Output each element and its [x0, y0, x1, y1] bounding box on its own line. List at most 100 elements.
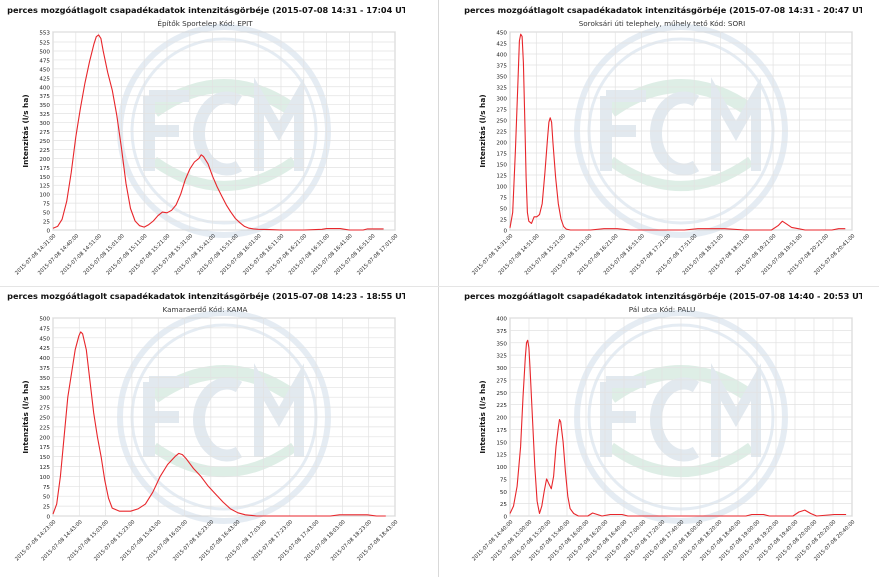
y-axis-label: Intenzitás (l/s ha): [21, 94, 30, 167]
y-axis-label: Intenzitás (l/s ha): [478, 94, 487, 167]
y-tick-label: 225: [39, 148, 50, 154]
x-tick-label: 2015-07-08 16:11:00: [242, 233, 285, 276]
y-tick-label: 375: [39, 366, 50, 372]
y-tick-label: 25: [43, 220, 51, 226]
y-tick-label: 175: [39, 166, 50, 172]
chart-panel-epit: 10 perces mozgóátlagolt csapadékadatok i…: [5, 2, 405, 287]
y-tick-label: 50: [500, 490, 508, 496]
panel-divider-vertical: [438, 0, 439, 577]
y-tick-label: 450: [39, 336, 50, 342]
y-tick-label: 300: [496, 366, 507, 372]
y-tick-label: 50: [43, 495, 51, 501]
chart-panel-kama: 10 perces mozgóátlagolt csapadékadatok i…: [5, 288, 405, 573]
y-tick-label: 125: [39, 465, 50, 471]
y-tick-label: 50: [500, 207, 508, 213]
y-tick-label: 150: [39, 175, 50, 181]
y-tick-label: 200: [39, 157, 50, 163]
y-tick-label: 350: [39, 103, 50, 109]
y-tick-label: 275: [496, 108, 507, 114]
y-tick-label: 50: [43, 211, 51, 217]
y-tick-label: 325: [39, 386, 50, 392]
y-tick-label: 400: [39, 85, 50, 91]
watermark-wave-top: [149, 79, 299, 117]
x-tick-label: 2015-07-08 16:01:00: [219, 233, 262, 276]
y-tick-label: 0: [503, 515, 507, 521]
y-tick-label: 275: [39, 130, 50, 136]
x-tick-label: 2015-07-08 14:31:00: [14, 233, 57, 276]
y-tick-label: 75: [500, 196, 508, 202]
y-tick-label: 275: [496, 378, 507, 384]
watermark-ring-outer: [117, 24, 331, 238]
y-tick-label: 100: [39, 193, 50, 199]
y-tick-label: 250: [39, 416, 50, 422]
y-tick-label: 100: [39, 475, 50, 481]
chart-title: 10 perces mozgóátlagolt csapadékadatok i…: [462, 5, 862, 15]
chart-panel-sori: 10 perces mozgóátlagolt csapadékadatok i…: [462, 2, 862, 287]
chart-svg-kama: 10 perces mozgóátlagolt csapadékadatok i…: [5, 291, 405, 562]
watermark-wave-top: [149, 365, 299, 403]
chart-subtitle: Pál utca Kód: PALU: [629, 305, 695, 314]
x-tick-label: 2015-07-08 15:31:00: [151, 233, 194, 276]
y-tick-label: 175: [496, 152, 507, 158]
x-tick-label: 2015-07-08 15:41:00: [174, 233, 217, 276]
y-tick-label: 150: [496, 440, 507, 446]
y-tick-label: 553: [39, 31, 50, 37]
chart-subtitle: Soroksári úti telephely, műhely tető Kód…: [579, 19, 746, 28]
y-tick-label: 125: [496, 174, 507, 180]
watermark-letter-c: [649, 91, 700, 176]
x-tick-label: 2015-07-08 16:41:00: [311, 233, 354, 276]
y-axis-label: Intenzitás (l/s ha): [478, 380, 487, 453]
y-tick-label: 125: [496, 453, 507, 459]
chart-svg-palu: 10 perces mozgóátlagolt csapadékadatok i…: [462, 291, 862, 562]
y-tick-label: 100: [496, 465, 507, 471]
x-tick-label: 2015-07-08 14:40:00: [37, 233, 80, 276]
chart-title: 10 perces mozgóátlagolt csapadékadatok i…: [5, 291, 405, 301]
chart-subtitle: Építők Sportelep Kód: EPIT: [157, 19, 253, 28]
y-tick-label: 225: [496, 403, 507, 409]
y-tick-label: 150: [39, 455, 50, 461]
x-tick-label: 2015-07-08 14:51:00: [60, 233, 103, 276]
y-tick-label: 450: [39, 67, 50, 73]
y-tick-label: 250: [496, 119, 507, 125]
chart-subtitle: Kamaraerdő Kód: KAMA: [163, 305, 248, 314]
y-tick-label: 350: [39, 376, 50, 382]
y-tick-label: 25: [500, 218, 508, 224]
x-tick-label: 2015-07-08 15:51:00: [197, 233, 240, 276]
y-tick-label: 425: [39, 76, 50, 82]
x-tick-label: 2015-07-08 15:11:00: [105, 233, 148, 276]
y-tick-label: 375: [496, 64, 507, 70]
watermark-letter-c: [192, 91, 243, 176]
series-line-epit: [52, 34, 384, 231]
x-tick-label: 2015-07-08 15:21:00: [128, 233, 171, 276]
y-tick-label: 0: [46, 515, 50, 521]
y-tick-label: 75: [43, 202, 51, 208]
watermark-letter-m: [254, 77, 304, 171]
watermark-letter-c: [649, 377, 700, 462]
y-tick-label: 325: [496, 354, 507, 360]
watermark-letter-c: [192, 377, 243, 462]
y-tick-label: 150: [496, 163, 507, 169]
y-tick-label: 325: [39, 112, 50, 118]
y-tick-label: 375: [496, 329, 507, 335]
y-tick-label: 400: [39, 356, 50, 362]
y-tick-label: 0: [46, 229, 50, 235]
y-tick-label: 400: [496, 317, 507, 323]
y-tick-label: 75: [500, 477, 508, 483]
y-tick-label: 250: [496, 391, 507, 397]
y-tick-label: 425: [496, 42, 507, 48]
x-tick-label: 2015-07-08 16:51:00: [333, 233, 376, 276]
y-tick-label: 75: [43, 485, 51, 491]
x-tick-label: 2015-07-08 17:01:00: [356, 233, 399, 276]
y-tick-label: 125: [39, 184, 50, 190]
chart-panel-palu: 10 perces mozgóátlagolt csapadékadatok i…: [462, 288, 862, 573]
y-tick-label: 300: [39, 396, 50, 402]
x-tick-label: 2015-07-08 16:31:00: [288, 233, 331, 276]
chart-title: 10 perces mozgóátlagolt csapadékadatok i…: [5, 5, 405, 15]
y-tick-label: 225: [39, 425, 50, 431]
watermark-wave-top: [606, 79, 756, 117]
y-tick-label: 175: [496, 428, 507, 434]
series-line-kama: [52, 331, 386, 517]
y-tick-label: 500: [39, 317, 50, 323]
y-tick-label: 200: [496, 416, 507, 422]
x-tick-label: 2015-07-08 15:01:00: [83, 233, 126, 276]
